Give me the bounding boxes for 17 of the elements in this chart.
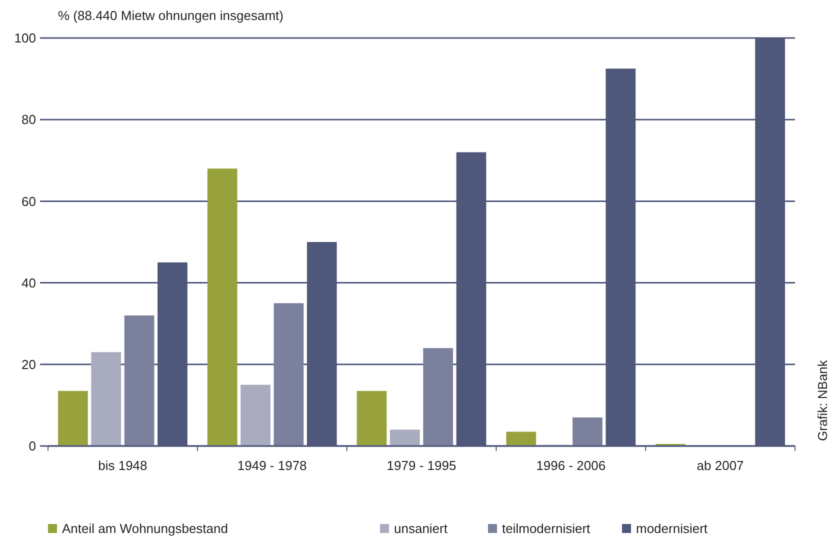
y-tick-label: 0 [28,438,36,454]
y-tick-label: 80 [22,112,36,128]
y-tick-label: 60 [22,194,36,209]
y-axis-title: % (88.440 Mietw ohnungen insgesamt) [58,8,284,23]
x-tick-label: 1979 - 1995 [386,458,456,473]
x-tick-label: 1996 - 2006 [536,458,606,473]
x-tick-label: ab 2007 [696,458,744,473]
legend-label: unsaniert [394,521,448,536]
text: Grafik: NBank [815,360,830,441]
y-tick-label: 40 [22,275,36,290]
legend-label: teilmodernisiert [502,521,591,536]
x-tick-label: bis 1948 [98,458,148,473]
y-tick-label: 100 [14,30,36,46]
legend-label: modernisiert [636,521,708,536]
x-tick-label: 1949 - 1978 [237,458,307,473]
legend-label: Anteil am Wohnungsbestand [62,521,228,536]
y-tick-label: 20 [22,356,36,372]
